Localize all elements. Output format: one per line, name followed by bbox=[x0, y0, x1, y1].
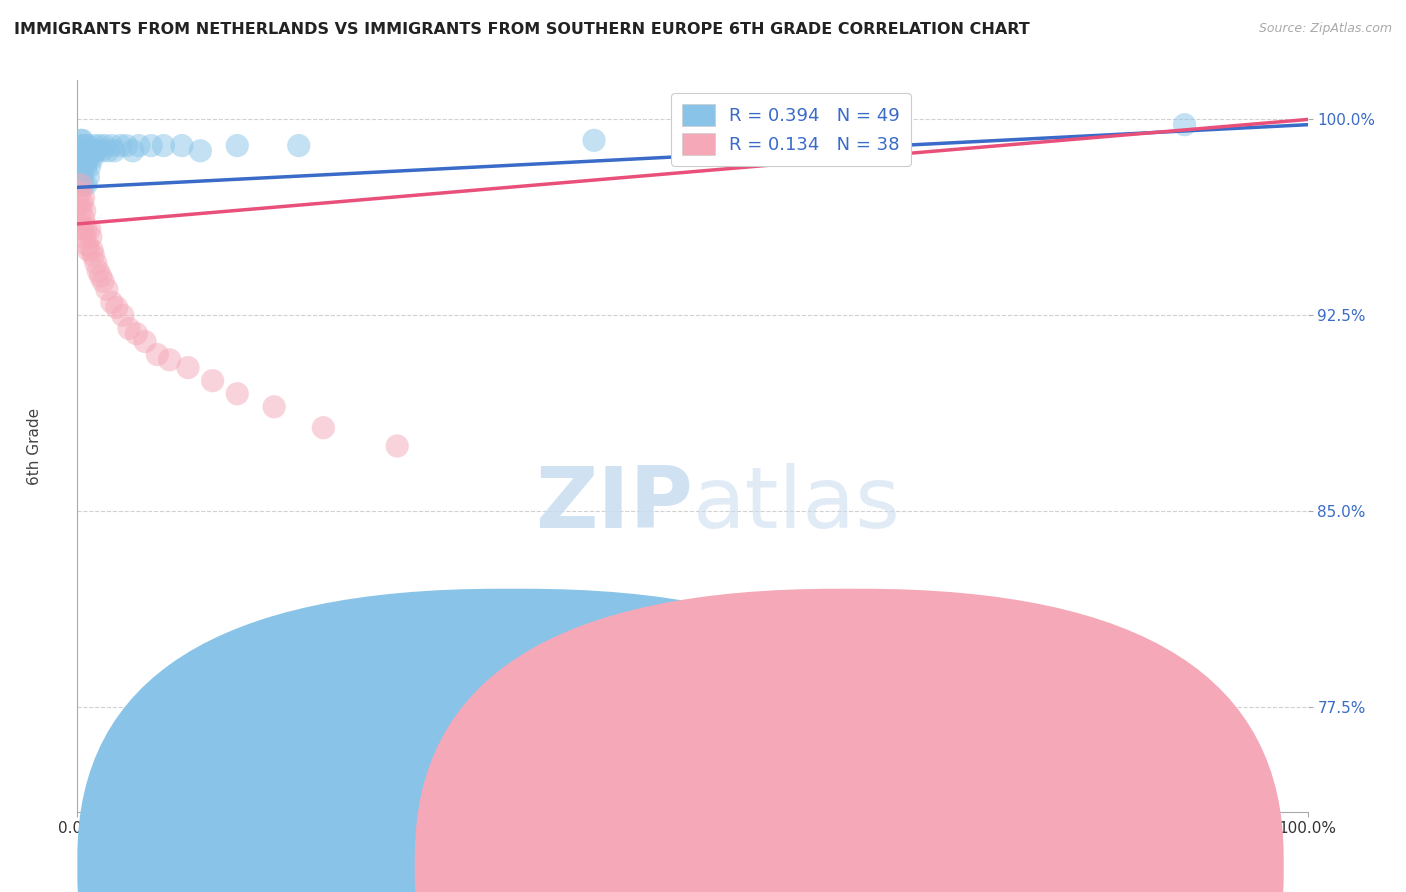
Point bbox=[91, 275, 114, 289]
Point bbox=[103, 144, 125, 158]
Point bbox=[411, 734, 433, 748]
Point bbox=[67, 196, 90, 211]
Point bbox=[72, 211, 94, 226]
Point bbox=[288, 138, 311, 153]
Point bbox=[79, 144, 101, 158]
Point bbox=[70, 160, 93, 174]
Point bbox=[96, 282, 118, 296]
Point bbox=[69, 178, 91, 192]
Point bbox=[226, 138, 249, 153]
Text: Immigrants from Netherlands: Immigrants from Netherlands bbox=[531, 859, 758, 873]
Point bbox=[152, 138, 174, 153]
Point bbox=[67, 152, 90, 166]
Point bbox=[86, 144, 108, 158]
Point bbox=[84, 144, 107, 158]
Point bbox=[82, 144, 104, 158]
Point bbox=[77, 243, 100, 257]
Point bbox=[226, 386, 249, 401]
Point bbox=[121, 144, 143, 158]
Text: ZIP: ZIP bbox=[534, 463, 693, 546]
Point bbox=[177, 360, 200, 375]
Point bbox=[75, 178, 97, 192]
Point bbox=[134, 334, 156, 349]
Point bbox=[101, 138, 124, 153]
Point bbox=[70, 133, 93, 147]
Point bbox=[263, 400, 285, 414]
Point bbox=[159, 352, 181, 367]
Point bbox=[80, 230, 103, 244]
Text: 6th Grade: 6th Grade bbox=[27, 408, 42, 484]
Text: atlas: atlas bbox=[693, 463, 900, 546]
Legend: R = 0.394   N = 49, R = 0.134   N = 38: R = 0.394 N = 49, R = 0.134 N = 38 bbox=[671, 93, 911, 166]
Point bbox=[72, 191, 94, 205]
Point bbox=[1174, 118, 1197, 132]
Point bbox=[70, 178, 93, 192]
Point bbox=[101, 295, 124, 310]
Point bbox=[70, 222, 93, 236]
Point bbox=[111, 309, 134, 323]
Point bbox=[82, 152, 104, 166]
Point bbox=[69, 217, 91, 231]
Point bbox=[70, 133, 93, 147]
Point bbox=[73, 152, 96, 166]
Point bbox=[89, 138, 111, 153]
Point bbox=[72, 160, 94, 174]
Point bbox=[72, 144, 94, 158]
Point bbox=[83, 138, 105, 153]
Point bbox=[146, 348, 169, 362]
Text: Source: ZipAtlas.com: Source: ZipAtlas.com bbox=[1258, 22, 1392, 36]
Text: IMMIGRANTS FROM NETHERLANDS VS IMMIGRANTS FROM SOUTHERN EUROPE 6TH GRADE CORRELA: IMMIGRANTS FROM NETHERLANDS VS IMMIGRANT… bbox=[14, 22, 1029, 37]
Text: Immigrants from Southern Europe: Immigrants from Southern Europe bbox=[869, 859, 1130, 873]
Point bbox=[82, 243, 104, 257]
Point bbox=[170, 138, 193, 153]
Point bbox=[70, 203, 93, 218]
Point bbox=[69, 160, 91, 174]
Point bbox=[76, 138, 98, 153]
Point bbox=[79, 222, 101, 236]
Point bbox=[72, 178, 94, 192]
Point bbox=[70, 196, 93, 211]
Point bbox=[105, 301, 128, 315]
Point bbox=[583, 133, 606, 147]
Point bbox=[128, 138, 150, 153]
Point bbox=[75, 222, 97, 236]
Point bbox=[75, 160, 97, 174]
Point bbox=[115, 138, 138, 153]
Point bbox=[188, 144, 212, 158]
Point bbox=[76, 152, 98, 166]
Point bbox=[385, 439, 409, 453]
Point bbox=[141, 138, 163, 153]
Point bbox=[76, 238, 98, 252]
Point bbox=[69, 186, 91, 200]
Point bbox=[73, 138, 96, 153]
Point bbox=[77, 152, 100, 166]
Point bbox=[80, 144, 103, 158]
Point bbox=[70, 152, 93, 166]
Point bbox=[73, 230, 96, 244]
Point bbox=[312, 420, 335, 434]
Point bbox=[118, 321, 141, 335]
Point bbox=[70, 178, 93, 192]
Point bbox=[93, 138, 115, 153]
Point bbox=[87, 264, 110, 278]
Point bbox=[84, 256, 107, 270]
Point bbox=[201, 374, 224, 388]
Point bbox=[82, 248, 104, 262]
Point bbox=[69, 138, 91, 153]
Point bbox=[73, 203, 96, 218]
Point bbox=[70, 144, 93, 158]
Point bbox=[97, 144, 120, 158]
Point bbox=[90, 144, 114, 158]
Point bbox=[90, 269, 112, 284]
Point bbox=[125, 326, 148, 341]
Point bbox=[70, 169, 93, 184]
Point bbox=[67, 169, 90, 184]
Point bbox=[77, 169, 100, 184]
Point bbox=[110, 138, 132, 153]
Point bbox=[79, 160, 101, 174]
